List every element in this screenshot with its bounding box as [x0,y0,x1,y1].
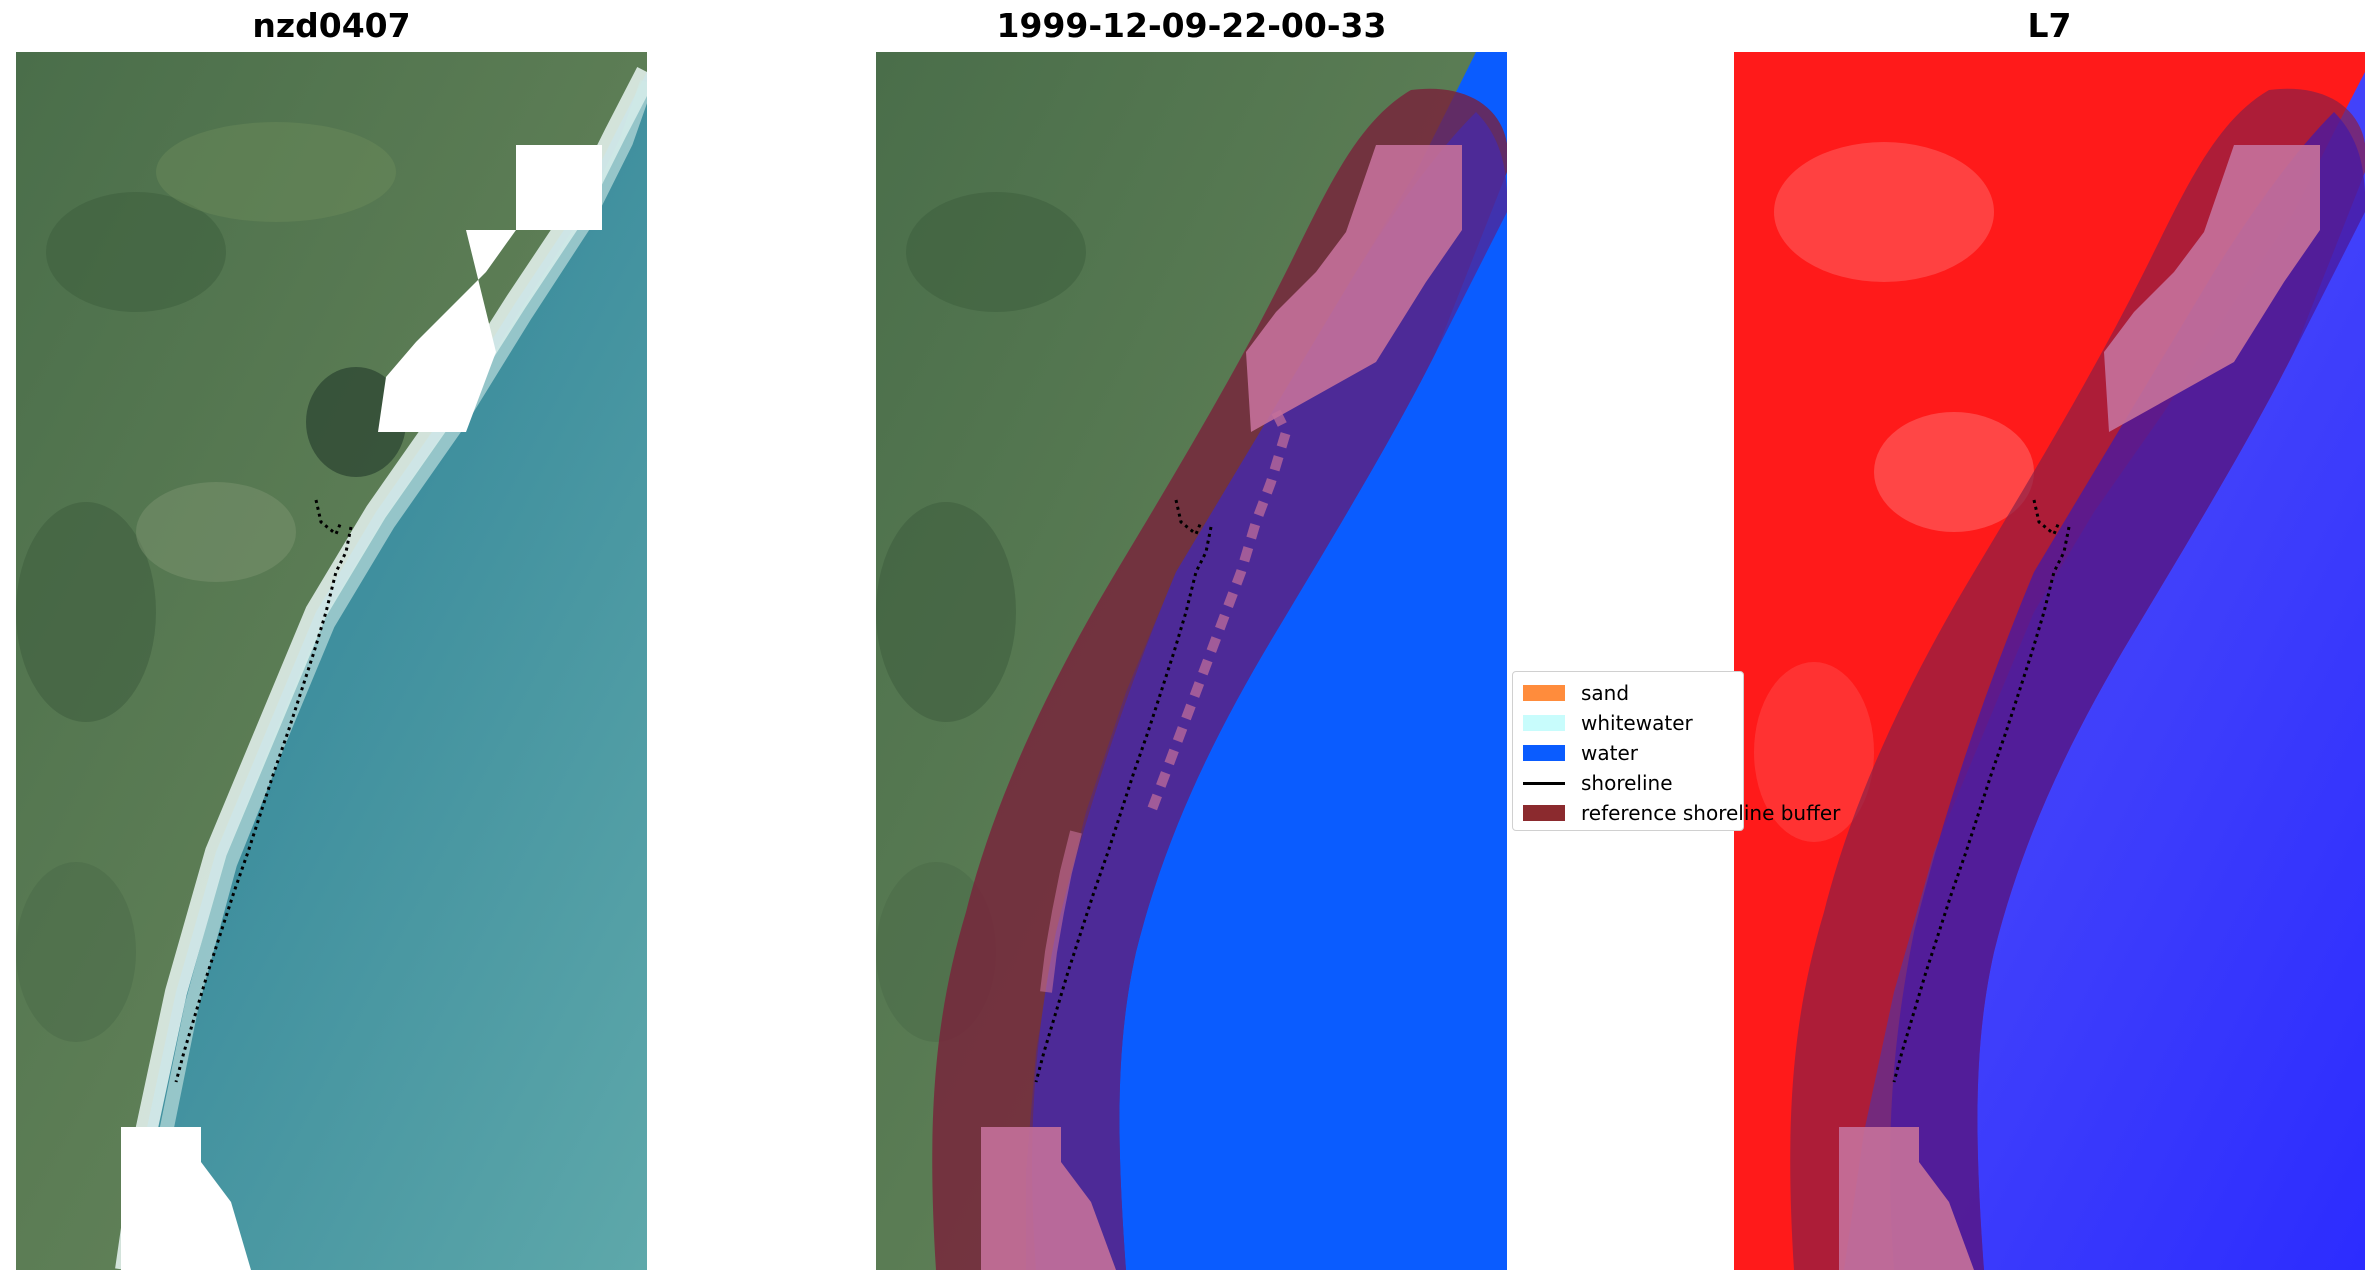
legend-item-whitewater: whitewater [1523,711,1693,735]
legend-label: whitewater [1581,711,1693,735]
legend-label: sand [1581,681,1630,705]
legend-item-reference-buffer: reference shoreline buffer [1523,801,1840,825]
legend-label: reference shoreline buffer [1581,801,1841,825]
rgb-satellite-image [16,52,647,1270]
panel-title-index: L7 [2027,6,2072,45]
classified-image-panel [876,52,1507,1270]
shoreline-swatch [1523,781,1565,785]
rgb-image-panel [16,52,647,1270]
whitewater-swatch [1523,715,1565,731]
reference-buffer-swatch [1523,805,1565,821]
panel-title-rgb: nzd0407 [252,6,411,45]
panel-title-classified: 1999-12-09-22-00-33 [996,6,1387,45]
legend-item-water: water [1523,741,1638,765]
classified-image [876,52,1507,1270]
legend-item-sand: sand [1523,681,1629,705]
legend: sand whitewater water shoreline referenc… [1512,671,1840,831]
index-image-panel [1734,52,2365,1270]
water-swatch [1523,745,1565,761]
legend-label: shoreline [1581,771,1673,795]
legend-item-shoreline: shoreline [1523,771,1673,795]
legend-label: water [1581,741,1638,765]
water-index-image [1734,52,2365,1270]
sand-swatch [1523,685,1565,701]
